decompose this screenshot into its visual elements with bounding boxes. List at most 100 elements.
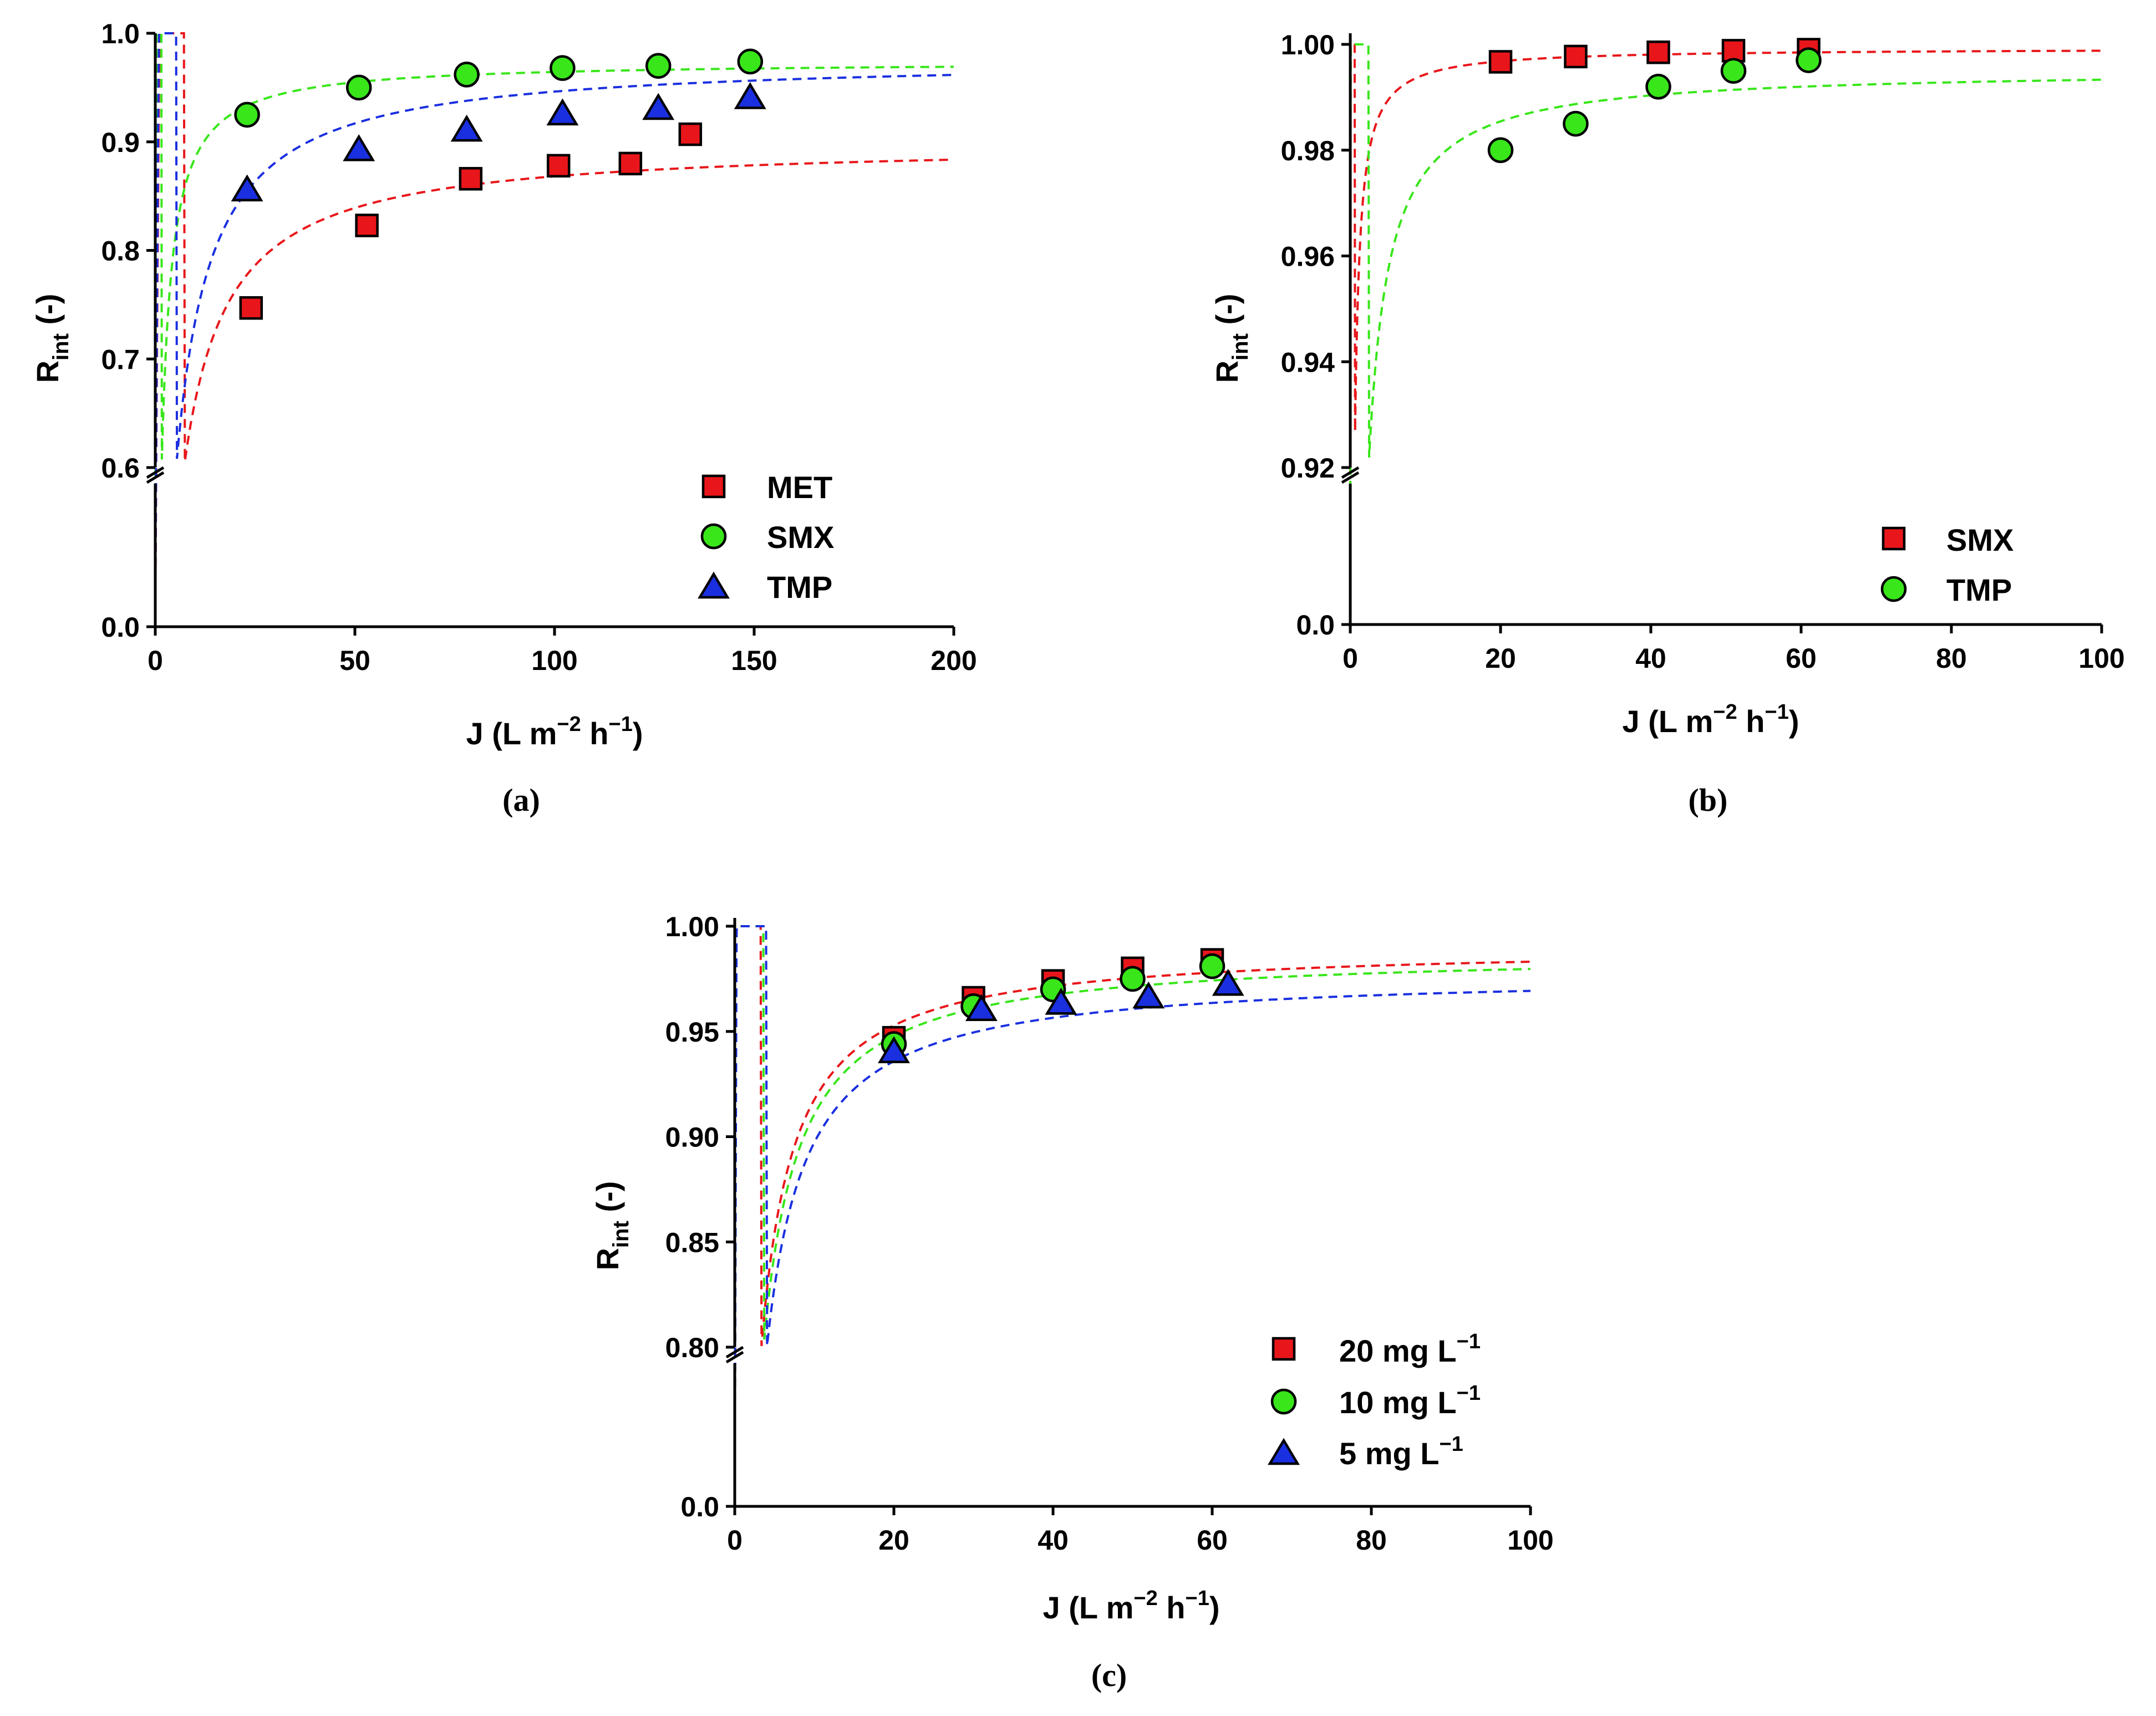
x-axis-title: J (L m−2 h−1) xyxy=(1623,700,1799,739)
x-tick-label: 100 xyxy=(2078,643,2124,674)
y-tick-label: 0.8 xyxy=(101,236,140,267)
data-point xyxy=(737,48,764,75)
legend-label: 20 mg L−1 xyxy=(1339,1330,1481,1368)
legend-marker-triangle xyxy=(698,571,730,599)
data-point xyxy=(618,151,643,176)
fit-curves xyxy=(734,925,1531,1507)
data-point xyxy=(965,994,998,1022)
y-tick-label: 0.0 xyxy=(1296,610,1335,641)
data-point xyxy=(239,296,263,320)
data-point xyxy=(234,101,260,128)
panel-label: (a) xyxy=(502,782,540,818)
x-tick-label: 40 xyxy=(1635,643,1666,674)
legend-marker-triangle xyxy=(1268,1438,1300,1465)
data-point xyxy=(642,93,675,120)
legend-entry-20mg: 20 mg L−1 xyxy=(1272,1330,1481,1368)
x-tick-label: 20 xyxy=(878,1525,909,1556)
y-tick-label: 0.95 xyxy=(665,1017,719,1048)
data-point xyxy=(734,82,766,109)
x-tick-label: 60 xyxy=(1786,643,1817,674)
x-tick-label: 20 xyxy=(1485,643,1516,674)
legend: SMX TMP xyxy=(1880,522,2013,607)
data-point xyxy=(1199,953,1226,979)
panel-label: (c) xyxy=(1091,1657,1127,1693)
axis-break-mark xyxy=(146,466,165,484)
x-tick-label: 80 xyxy=(1936,643,1967,674)
panel-a: 0 50 100 150 200 0.0 0.6 0.7 0.8 0.9 1.0 J (L m−2 … xyxy=(30,18,977,818)
fit-curves xyxy=(154,32,954,627)
legend-label: SMX xyxy=(767,520,834,555)
legend-label: 10 mg L−1 xyxy=(1339,1382,1481,1420)
fit-curve xyxy=(154,32,954,627)
data-point xyxy=(1721,39,1746,63)
y-tick-label: 0.0 xyxy=(680,1491,719,1522)
legend-entry-5mg: 5 mg L−1 xyxy=(1268,1433,1463,1471)
y-tick-label: 1.00 xyxy=(665,911,719,942)
data-point xyxy=(454,62,480,88)
data-point xyxy=(645,53,672,79)
data-point xyxy=(1488,50,1513,74)
x-tick-label: 0 xyxy=(727,1525,743,1556)
data-point xyxy=(1563,110,1589,137)
data-point xyxy=(1564,44,1588,69)
legend-label: 5 mg L−1 xyxy=(1339,1433,1463,1471)
legend-entry-tmp: TMP xyxy=(1880,572,2012,607)
fit-curve xyxy=(734,925,1531,1507)
fit-curve xyxy=(1349,43,2102,625)
y-tick-label: 0.9 xyxy=(101,127,140,158)
data-point xyxy=(1120,966,1146,992)
legend: 20 mg L−1 10 mg L−1 5 mg L−1 xyxy=(1268,1330,1481,1471)
data-point xyxy=(1720,58,1747,84)
legend-entry-tmp: TMP xyxy=(698,570,832,605)
data-point xyxy=(878,1036,910,1063)
y-tick-label: 1.00 xyxy=(1281,29,1335,60)
x-tick-label: 80 xyxy=(1356,1525,1387,1556)
legend-entry-smx: SMX xyxy=(700,520,834,555)
legend-entry-smx: SMX xyxy=(1882,522,2013,557)
data-markers xyxy=(231,48,766,320)
x-tick-label: 50 xyxy=(339,645,370,676)
fit-curves xyxy=(1349,43,2102,625)
legend-entry-met: MET xyxy=(701,470,832,505)
fit-curve xyxy=(734,925,1531,1507)
data-point xyxy=(343,134,375,161)
data-point xyxy=(1212,968,1244,996)
y-tick-label: 0.90 xyxy=(665,1122,719,1153)
y-tick-label: 0.92 xyxy=(1281,453,1335,484)
data-point xyxy=(450,114,483,142)
data-point xyxy=(345,74,372,101)
data-point xyxy=(231,174,263,202)
legend-entry-10mg: 10 mg L−1 xyxy=(1270,1382,1481,1420)
y-tick-label: 0.7 xyxy=(101,344,140,375)
x-tick-label: 100 xyxy=(1507,1525,1553,1556)
panel-c: 0 20 40 60 80 100 0.0 0.80 0.85 0.90 0.95 1.00 J (L… xyxy=(590,911,1554,1693)
data-point xyxy=(1645,74,1671,100)
y-tick-label: 0.6 xyxy=(101,453,140,484)
y-tick-label: 0.94 xyxy=(1281,347,1335,378)
axis-break-mark xyxy=(725,1346,744,1364)
data-point xyxy=(678,122,703,146)
axis-break-mark xyxy=(1341,466,1360,484)
legend-label: TMP xyxy=(767,570,832,605)
x-tick-label: 40 xyxy=(1038,1525,1069,1556)
legend-marker-square xyxy=(1882,526,1906,551)
data-point xyxy=(546,154,571,178)
x-axis-title: J (L m−2 h−1) xyxy=(466,713,643,751)
y-tick-label: 0.80 xyxy=(665,1332,719,1363)
y-tick-label: 1.0 xyxy=(101,18,140,49)
x-tick-label: 60 xyxy=(1197,1525,1228,1556)
data-markers xyxy=(878,948,1244,1063)
x-tick-label: 100 xyxy=(531,645,577,676)
data-point xyxy=(459,167,483,191)
x-tick-label: 150 xyxy=(731,645,777,676)
legend-marker-circle xyxy=(1880,576,1907,602)
legend-marker-circle xyxy=(1270,1388,1297,1415)
data-point xyxy=(1487,137,1514,163)
data-point xyxy=(1045,988,1077,1015)
panel-label: (b) xyxy=(1689,782,1728,818)
fit-curve xyxy=(734,925,1531,1507)
legend-label: TMP xyxy=(1946,572,2012,607)
fit-curve xyxy=(154,32,954,627)
fit-curve xyxy=(154,32,954,627)
y-axis-title: Rint (-) xyxy=(590,1181,633,1271)
